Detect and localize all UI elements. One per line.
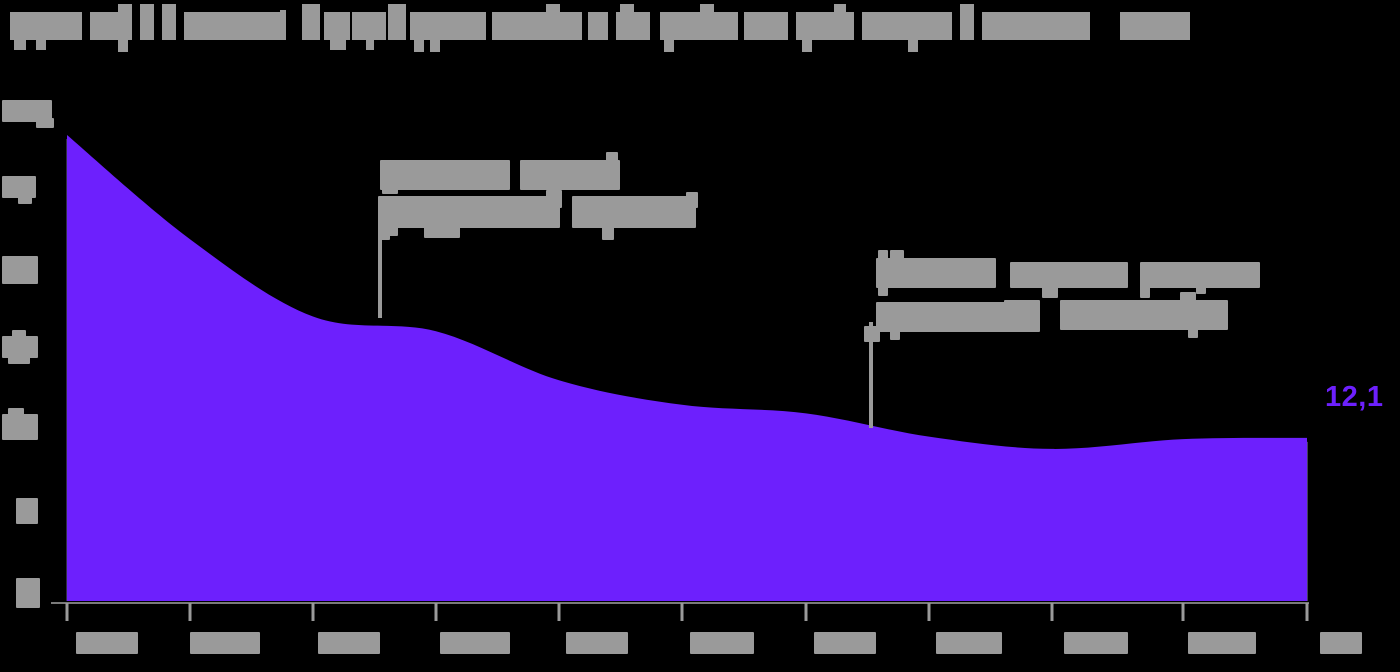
annotation-text-block (1188, 326, 1198, 338)
y-axis-tick-label (36, 118, 54, 128)
annotation-text-block (878, 250, 888, 264)
annotation-text-block (1004, 300, 1040, 332)
title-text-block (802, 38, 812, 52)
title-text-block (10, 12, 82, 40)
x-axis-tick-label (690, 632, 754, 654)
title-text-block (140, 4, 154, 40)
annotation-text-block (602, 224, 614, 240)
annotation-text-block (1180, 292, 1196, 308)
annotation-text-block (388, 224, 398, 236)
x-axis-tick-label (936, 632, 1002, 654)
area-series-fill (67, 135, 1307, 601)
title-text-block (184, 12, 280, 40)
x-axis-tick-label (1192, 640, 1200, 652)
page-title (0, 0, 1400, 60)
annotation-text-block (686, 192, 698, 208)
y-axis-tick-label (12, 330, 26, 342)
annotation-text-block (876, 302, 1028, 332)
y-axis-tick-label (2, 256, 38, 284)
title-text-block (410, 12, 486, 40)
x-axis-tick-label (694, 640, 702, 652)
title-text-block (492, 12, 582, 40)
x-axis (51, 602, 1309, 621)
x-axis-tick-label (440, 632, 510, 654)
title-text-block (546, 4, 560, 40)
title-text-block (162, 4, 176, 40)
title-text-block (118, 4, 132, 40)
title-text-block (330, 38, 346, 50)
end-value-data-label: 12,1 (1325, 381, 1384, 413)
x-axis-tick-label (940, 640, 948, 652)
annotation-text-block (378, 196, 560, 228)
title-text-block (90, 12, 122, 40)
title-text-block (1120, 12, 1190, 40)
annotation-text-block (520, 160, 620, 190)
x-axis-tick-label (190, 632, 260, 654)
y-axis-tick-label (2, 100, 52, 122)
title-text-block (118, 38, 128, 52)
title-text-block (960, 4, 974, 40)
title-text-block (700, 4, 714, 40)
title-text-block (352, 12, 386, 40)
annotation-text-block (606, 152, 618, 168)
y-axis-tick-label (18, 194, 32, 204)
title-text-block (660, 12, 738, 40)
annotation-text-block (1010, 262, 1128, 288)
title-text-block (834, 4, 846, 40)
title-text-block (620, 4, 634, 40)
x-axis-tick-label (444, 640, 452, 652)
title-text-block (908, 38, 918, 52)
annotation-text-block (1060, 300, 1228, 330)
x-axis-tick-label (318, 632, 380, 654)
x-axis-tick-label (76, 632, 138, 654)
y-axis-tick-label (2, 336, 38, 358)
annotation-text-block (890, 328, 900, 340)
title-text-block (664, 38, 674, 52)
title-text-block (414, 38, 424, 52)
annotation-text-block (546, 190, 562, 208)
title-text-block (366, 38, 374, 50)
x-axis-tick-label (88, 640, 98, 652)
annotation-text-block (382, 182, 398, 194)
title-text-block (280, 10, 286, 40)
title-text-block (302, 4, 320, 40)
title-text-block (588, 12, 608, 40)
annotation-text-block (878, 284, 888, 296)
y-axis-tick-label (8, 408, 24, 420)
annotation-leader-line-2 (869, 322, 873, 428)
title-text-block (14, 38, 26, 50)
x-axis-tick-label (566, 632, 628, 654)
title-text-block (324, 12, 350, 40)
title-text-block (862, 12, 952, 40)
annotation-leader-line-1 (378, 228, 382, 318)
x-axis-tick-label (1188, 632, 1256, 654)
x-axis-tick-label (1320, 632, 1362, 654)
y-axis-tick-label (2, 176, 36, 198)
title-text-block (430, 38, 440, 52)
annotation-text-block (572, 196, 696, 228)
title-text-block (36, 38, 46, 50)
x-axis-tick-label (194, 640, 202, 652)
title-text-block (388, 4, 406, 40)
annotation-text-block (424, 226, 460, 238)
annotation-text-block (890, 250, 904, 264)
y-axis-tick-label (16, 498, 38, 524)
x-axis-tick-label (814, 632, 876, 654)
y-axis-tick-label (8, 354, 30, 364)
title-text-block (744, 12, 788, 40)
y-axis-tick-label (16, 578, 40, 608)
title-text-block (982, 12, 1090, 40)
annotation-text-block (1140, 284, 1150, 298)
annotation-text-block (380, 160, 510, 190)
annotation-text-block (1042, 284, 1058, 298)
x-axis-tick-label (1064, 632, 1128, 654)
annotation-text-block (1196, 282, 1206, 294)
